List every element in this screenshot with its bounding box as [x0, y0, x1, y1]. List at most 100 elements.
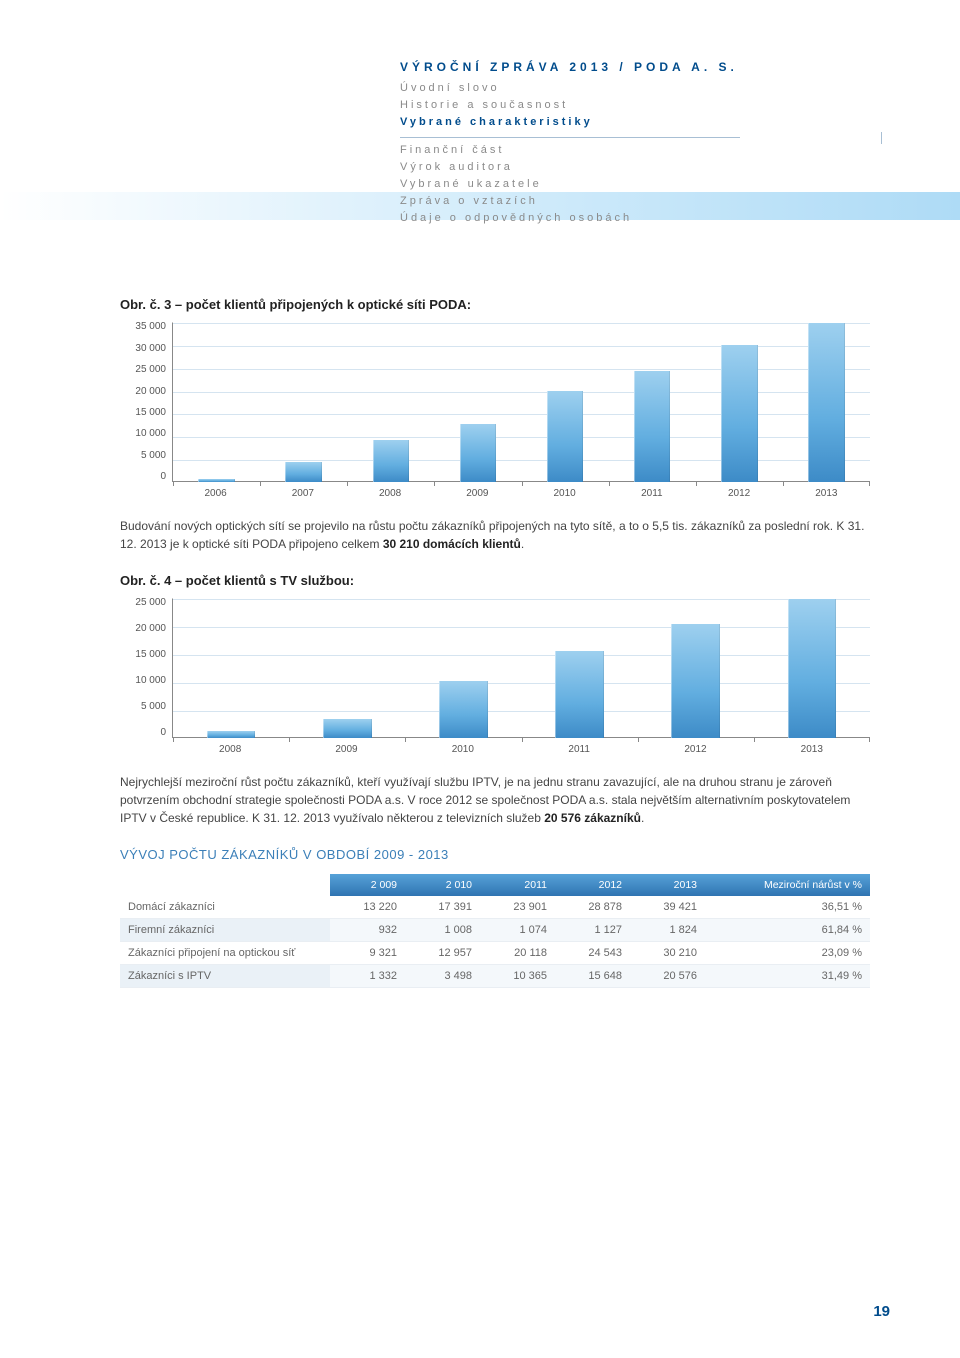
bar-slot — [522, 599, 638, 738]
x-label: 2007 — [259, 488, 346, 499]
bar-slot — [405, 599, 521, 738]
table-header-cell: Meziroční nárůst v % — [705, 874, 870, 896]
x-label: 2012 — [637, 744, 753, 755]
bar — [721, 345, 758, 482]
table-header-cell: 2013 — [630, 874, 705, 896]
bar — [808, 323, 845, 482]
table-cell: 36,51 % — [705, 896, 870, 919]
x-label: 2013 — [754, 744, 870, 755]
table-cell: 39 421 — [630, 896, 705, 919]
chart3: 35 00030 00025 00020 00015 00010 0005 00… — [120, 322, 870, 499]
chart3-caption: Budování nových optických sítí se projev… — [120, 517, 870, 553]
table-cell: 24 543 — [555, 942, 630, 965]
table-cell: Zákazníci s IPTV — [120, 965, 330, 988]
x-label: 2009 — [434, 488, 521, 499]
table-row: Firemní zákazníci9321 0081 0741 1271 824… — [120, 919, 870, 942]
table-header-cell: 2 010 — [405, 874, 480, 896]
bar — [198, 479, 235, 483]
table-header-cell: 2012 — [555, 874, 630, 896]
bar-slot — [347, 323, 434, 482]
bar — [207, 731, 256, 738]
table-cell: 1 332 — [330, 965, 405, 988]
table-cell: 61,84 % — [705, 919, 870, 942]
table-cell: 1 824 — [630, 919, 705, 942]
table-cell: 10 365 — [480, 965, 555, 988]
chart4-caption: Nejrychlejší meziroční růst počtu zákazn… — [120, 773, 870, 827]
toc-line: Finanční část — [400, 142, 870, 159]
bar-slot — [783, 323, 870, 482]
bar-slot — [260, 323, 347, 482]
table-cell: 23,09 % — [705, 942, 870, 965]
table-cell: 28 878 — [555, 896, 630, 919]
table-cell: 31,49 % — [705, 965, 870, 988]
table-cell: 23 901 — [480, 896, 555, 919]
table-cell: 1 127 — [555, 919, 630, 942]
customer-table: 2 0092 010201120122013Meziroční nárůst v… — [120, 874, 870, 988]
bar — [634, 371, 671, 482]
bar-slot — [434, 323, 521, 482]
document-header: VÝROČNÍ ZPRÁVA 2013 / PODA A. S. Úvodní … — [400, 60, 870, 227]
table-cell: 932 — [330, 919, 405, 942]
chart3-title: Obr. č. 3 – počet klientů připojených k … — [120, 297, 870, 312]
table-header-cell — [120, 874, 330, 896]
x-label: 2013 — [783, 488, 870, 499]
x-label: 2010 — [405, 744, 521, 755]
table-cell: 3 498 — [405, 965, 480, 988]
bar-slot — [696, 323, 783, 482]
table-cell: 9 321 — [330, 942, 405, 965]
chart4: 25 00020 00015 00010 0005 0000 200820092… — [120, 598, 870, 755]
toc-line: Údaje o odpovědných osobách — [400, 210, 870, 227]
table-cell: Firemní zákazníci — [120, 919, 330, 942]
bar — [555, 651, 604, 738]
table-cell: 13 220 — [330, 896, 405, 919]
x-label: 2009 — [288, 744, 404, 755]
bar-slot — [754, 599, 870, 738]
x-label: 2011 — [608, 488, 695, 499]
bar — [671, 624, 720, 738]
table-row: Zákazníci s IPTV1 3323 49810 36515 64820… — [120, 965, 870, 988]
x-label: 2008 — [347, 488, 434, 499]
table-cell: 30 210 — [630, 942, 705, 965]
bar — [285, 462, 322, 482]
x-label: 2008 — [172, 744, 288, 755]
bar — [547, 391, 584, 482]
table-cell: 15 648 — [555, 965, 630, 988]
bar — [323, 719, 372, 738]
page: VÝROČNÍ ZPRÁVA 2013 / PODA A. S. Úvodní … — [0, 0, 960, 988]
x-label: 2010 — [521, 488, 608, 499]
bar-slot — [289, 599, 405, 738]
page-number: 19 — [873, 1303, 890, 1320]
x-label: 2012 — [696, 488, 783, 499]
table-header-cell: 2 009 — [330, 874, 405, 896]
bar — [439, 681, 488, 739]
toc-line: Úvodní slovo — [400, 80, 870, 97]
table-cell: 20 118 — [480, 942, 555, 965]
chart4-title: Obr. č. 4 – počet klientů s TV službou: — [120, 573, 870, 588]
table-cell: Zákazníci připojení na optickou síť — [120, 942, 330, 965]
table-cell: 1 074 — [480, 919, 555, 942]
table-cell: 1 008 — [405, 919, 480, 942]
table-row: Zákazníci připojení na optickou síť9 321… — [120, 942, 870, 965]
bar — [788, 599, 837, 738]
report-title: VÝROČNÍ ZPRÁVA 2013 / PODA A. S. — [400, 60, 870, 74]
header-divider — [400, 137, 740, 138]
bar-slot — [522, 323, 609, 482]
toc-line: Výrok auditora — [400, 159, 870, 176]
table-row: Domácí zákazníci13 22017 39123 90128 878… — [120, 896, 870, 919]
toc-upper: Úvodní slovoHistorie a současnostVybrané… — [400, 80, 870, 131]
toc-line: Zpráva o vztazích — [400, 193, 870, 210]
bar — [460, 424, 497, 483]
toc-line: Vybrané ukazatele — [400, 176, 870, 193]
bar-slot — [638, 599, 754, 738]
table-header-row: 2 0092 010201120122013Meziroční nárůst v… — [120, 874, 870, 896]
x-label: 2006 — [172, 488, 259, 499]
bar — [373, 440, 410, 482]
toc-line: Historie a současnost — [400, 97, 870, 114]
table-section-title: VÝVOJ POČTU ZÁKAZNÍKŮ V OBDOBÍ 2009 - 20… — [120, 847, 870, 862]
table-cell: Domácí zákazníci — [120, 896, 330, 919]
toc-line: Vybrané charakteristiky — [400, 114, 870, 131]
bar-slot — [173, 323, 260, 482]
bar-slot — [609, 323, 696, 482]
x-label: 2011 — [521, 744, 637, 755]
table-cell: 17 391 — [405, 896, 480, 919]
